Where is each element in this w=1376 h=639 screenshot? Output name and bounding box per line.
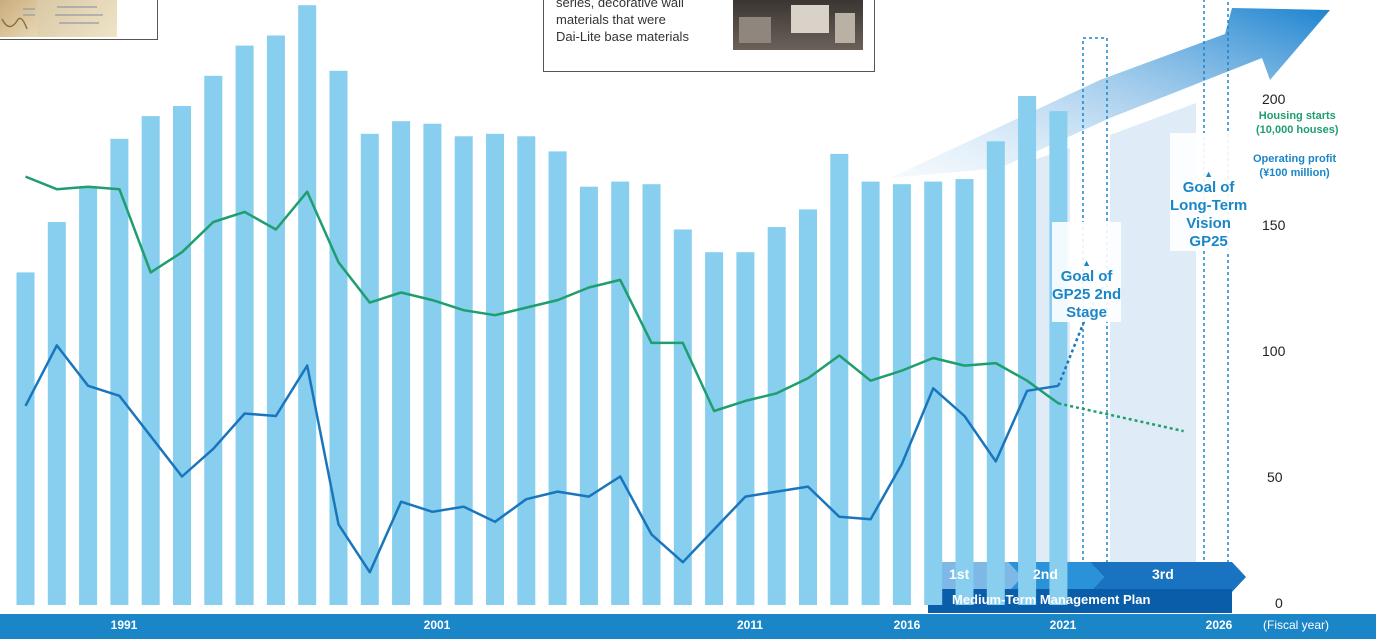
text-callout-right: series, decorative wall materials that w… (543, 0, 875, 72)
plan-phase-1st: 1st (949, 566, 970, 582)
bar-2006 (579, 186, 598, 605)
bar-2004 (517, 136, 536, 606)
x-tick-2001: 2001 (423, 618, 451, 632)
bar-2007 (611, 181, 630, 605)
x-tick-1991: 1991 (110, 618, 138, 632)
goal-longterm-vision: ▲ Goal of Long-Term Vision GP25 (1170, 133, 1248, 251)
photo-callout-left (0, 0, 158, 40)
bar-1990 (79, 186, 98, 605)
bar-2008 (642, 184, 661, 605)
bar-1991 (110, 138, 129, 606)
document-photo (37, 0, 117, 37)
bar-2014 (830, 153, 849, 605)
bar-1993 (173, 106, 191, 605)
goal-stage2-text: Goal of GP25 2nd Stage (1052, 268, 1122, 321)
x-axis-band (0, 614, 1376, 639)
plan-title-band (928, 589, 1232, 613)
bar-1997 (298, 5, 317, 605)
plan-chevron-3rd (1090, 562, 1246, 592)
legend-housing-starts: Housing starts (10,000 houses) (1256, 110, 1339, 136)
up-triangle-icon: ▲ (1204, 169, 1214, 179)
y-tick-0: 0 (1275, 595, 1283, 611)
bar-2001 (423, 123, 442, 605)
bar-2000 (392, 121, 411, 605)
goal-longterm-text: Goal of Long-Term Vision GP25 (1170, 179, 1248, 250)
goal-longterm-box (1203, 0, 1229, 567)
bar-2012 (767, 227, 786, 605)
blueprint-sketch-icon (1, 8, 35, 30)
x-tick-2021: 2021 (1049, 618, 1077, 632)
x-tick-2026: 2026 (1205, 618, 1233, 632)
bar-1996 (266, 35, 285, 605)
bar-1995 (235, 45, 254, 606)
callout-text: series, decorative wall materials that w… (556, 0, 689, 44)
x-axis-unit: (Fiscal year) (1263, 618, 1330, 632)
document-lines-icon (55, 6, 103, 24)
profit-projection-line (1057, 314, 1088, 387)
bar-1988 (16, 272, 35, 605)
bar-2010 (705, 252, 724, 605)
blueprint-photo (0, 0, 37, 37)
bar-2009 (673, 229, 692, 605)
up-triangle-icon: ▲ (1082, 258, 1092, 268)
y-tick-50: 50 (1267, 469, 1283, 485)
bar-2015 (861, 181, 880, 605)
y-tick-150: 150 (1262, 217, 1286, 233)
legend-operating-profit: Operating profit (¥100 million) (1253, 153, 1337, 179)
interior-room-icon (739, 5, 855, 43)
x-tick-2016: 2016 (893, 618, 921, 632)
bar-2018 (955, 179, 974, 605)
goal-gp25-2nd-stage: ▲ Goal of GP25 2nd Stage (1052, 222, 1122, 322)
bar-1989 (47, 222, 66, 605)
line-layer (24, 175, 1184, 574)
bar-1992 (141, 116, 160, 605)
y-tick-200: 200 (1262, 91, 1286, 107)
plan-title: Medium-Term Management Plan (952, 592, 1151, 607)
plan-phase-3rd: 3rd (1152, 566, 1174, 582)
housing-starts-line (25, 175, 1060, 413)
bar-2005 (548, 151, 567, 605)
bar-2019 (986, 141, 1005, 606)
bar-2011 (736, 252, 755, 605)
bar-2013 (799, 209, 817, 605)
bar-2016 (892, 184, 911, 605)
bar-1998 (329, 70, 348, 606)
y-tick-100: 100 (1262, 343, 1286, 359)
goal-growth-arrow (890, 8, 1330, 178)
operating-profit-line (24, 344, 1059, 574)
interior-photo (733, 0, 863, 50)
bar-1999 (360, 133, 379, 606)
bar-2017 (924, 181, 943, 605)
bar-2021 (1049, 111, 1068, 605)
bar-2020 (1018, 96, 1037, 605)
bar-2002 (454, 136, 473, 606)
bar-1994 (204, 75, 223, 606)
plan-phase-2nd: 2nd (1033, 566, 1058, 582)
bar-2003 (486, 133, 504, 606)
x-tick-2011: 2011 (736, 618, 764, 632)
